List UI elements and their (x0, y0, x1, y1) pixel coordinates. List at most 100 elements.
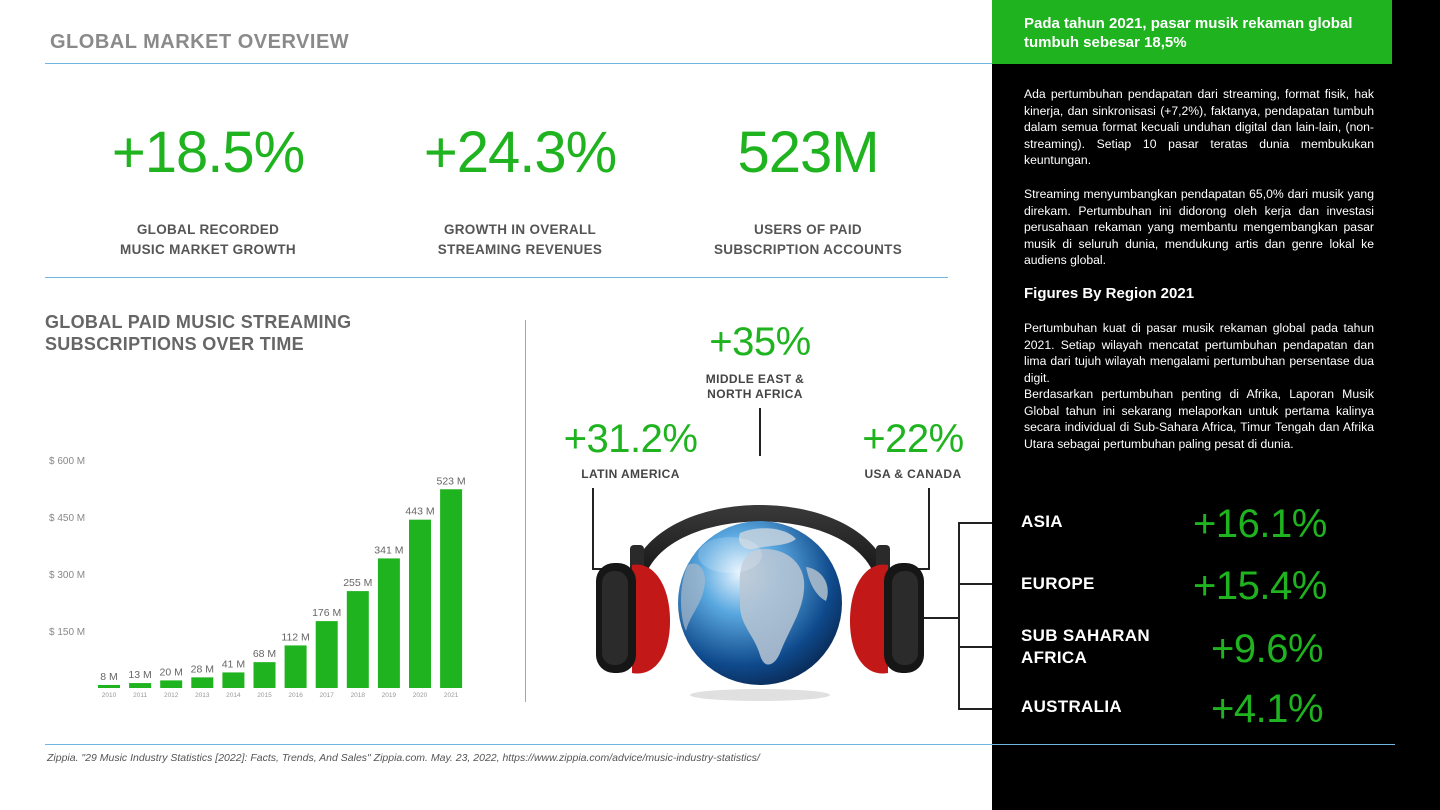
subscriptions-bar-chart: $ 150 M $ 300 M $ 450 M $ 600 M 8 M 2010 13 M 2… (49, 456, 466, 699)
bar-value-label: 68 M (253, 648, 276, 660)
bar-value-label: 13 M (128, 669, 151, 681)
connector-mena (759, 408, 761, 456)
stat-market-growth: +18.5% GLOBAL RECORDED MUSIC MARKET GROW… (58, 124, 358, 260)
x-tick-label: 2017 (319, 692, 334, 699)
sidebar-paragraph: Pertumbuhan kuat di pasar musik rekaman … (1024, 321, 1374, 385)
sidebar-paragraph: Ada pertumbuhan pendapatan dari streamin… (1024, 87, 1374, 168)
bar-value-label: 28 M (191, 663, 214, 675)
region-list-label: SUB SAHARAN AFRICA (1021, 625, 1150, 669)
stat-value: 523M (737, 120, 879, 185)
region-list-label-line: AFRICA (1021, 648, 1088, 667)
y-tick-label: $ 150 M (49, 627, 85, 638)
header-divider (45, 63, 1395, 64)
cushion-right (850, 564, 888, 674)
bar (160, 680, 183, 688)
x-tick-label: 2021 (444, 692, 459, 699)
globe-highlight (698, 537, 762, 573)
connector-right-h (902, 617, 960, 619)
x-tick-label: 2013 (195, 692, 210, 699)
bar (191, 677, 214, 688)
chart-title-line: GLOBAL PAID MUSIC STREAMING (45, 312, 352, 332)
region-label-line: NORTH AFRICA (707, 387, 803, 401)
footer-divider (45, 744, 1395, 745)
y-tick-label: $ 450 M (49, 513, 85, 524)
y-tick-label: $ 600 M (49, 456, 85, 467)
region-list-value: +4.1% (1211, 687, 1324, 731)
headphones-globe-icon (596, 505, 924, 701)
bar-value-label: 8 M (100, 671, 118, 683)
bar-value-label: 255 M (343, 577, 372, 589)
bar-value-label: 20 M (160, 666, 183, 678)
region-list-value: +16.1% (1193, 502, 1327, 546)
bar-value-label: 341 M (374, 544, 403, 556)
stat-label-line: GLOBAL RECORDED (136, 222, 280, 237)
x-tick-label: 2018 (351, 692, 366, 699)
region-list-label-line: SUB SAHARAN (1021, 626, 1150, 645)
section-divider (525, 320, 526, 702)
region-label: LATIN AMERICA (581, 467, 680, 481)
region-list-value: +15.4% (1193, 564, 1327, 608)
sidebar-highlight: Pada tahun 2021, pasar musik rekaman glo… (992, 0, 1392, 64)
stat-label: GROWTH IN OVERALL STREAMING REVENUES (370, 220, 670, 260)
region-value: +31.2% (563, 417, 698, 461)
bracket-tick-4 (958, 708, 992, 710)
x-tick-label: 2016 (288, 692, 303, 699)
cushion-left (632, 564, 670, 674)
bracket-tick-3 (958, 646, 992, 648)
globe-shadow (690, 689, 830, 701)
bar-value-label: 443 M (405, 506, 434, 518)
region-value: +22% (862, 417, 964, 461)
region-list-value: +9.6% (1211, 627, 1324, 671)
bar-value-label: 41 M (222, 658, 245, 670)
x-tick-label: 2019 (382, 692, 397, 699)
region-latam: +31.2% LATIN AMERICA (553, 419, 708, 482)
region-value: +35% (709, 320, 811, 364)
bar (98, 684, 120, 688)
stats-divider (45, 277, 948, 278)
continent-americas (681, 563, 706, 631)
continent-africa (739, 548, 805, 665)
stat-value: +18.5% (111, 120, 305, 185)
stat-label: USERS OF PAID SUBSCRIPTION ACCOUNTS (658, 220, 958, 260)
region-mena: +35% MIDDLE EAST & NORTH AFRICA (690, 322, 830, 402)
chart-title: GLOBAL PAID MUSIC STREAMING SUBSCRIPTION… (45, 311, 465, 355)
bar (346, 591, 369, 688)
region-list-label: AUSTRALIA (1021, 697, 1122, 716)
bar (129, 683, 152, 688)
headband (628, 505, 892, 595)
bar-value-label: 523 M (437, 475, 466, 487)
bar (253, 662, 276, 688)
stat-label-line: SUBSCRIPTION ACCOUNTS (713, 242, 903, 257)
x-tick-label: 2020 (413, 692, 428, 699)
bracket-v (958, 522, 960, 710)
sidebar: Pada tahun 2021, pasar musik rekaman glo… (992, 0, 1440, 810)
stat-label-line: MUSIC MARKET GROWTH (120, 242, 296, 257)
x-tick-label: 2014 (226, 692, 241, 699)
sidebar-paragraph: Streaming menyumbangkan pendapatan 65,0%… (1024, 187, 1374, 268)
chart-title-line: SUBSCRIPTIONS OVER TIME (45, 334, 304, 354)
page-title: GLOBAL MARKET OVERVIEW (50, 31, 350, 53)
x-tick-label: 2011 (133, 692, 147, 699)
continent-europe (738, 528, 796, 550)
earcup-left-rim (602, 571, 628, 665)
stat-label: GLOBAL RECORDED MUSIC MARKET GROWTH (58, 220, 358, 260)
sidebar-subheading: Figures By Region 2021 (1024, 285, 1195, 302)
stat-label-line: GROWTH IN OVERALL (443, 222, 597, 237)
region-label-line: MIDDLE EAST & (705, 372, 805, 386)
region-list-label: ASIA (1021, 512, 1063, 531)
x-tick-label: 2010 (102, 692, 117, 699)
source-citation: Zippia. "29 Music Industry Statistics [2… (47, 752, 760, 764)
region-usca: +22% USA & CANADA (848, 419, 978, 482)
stat-streaming-growth: +24.3% GROWTH IN OVERALL STREAMING REVEN… (370, 124, 670, 260)
connector-latam-v (592, 488, 594, 570)
connector-usca-v (928, 488, 930, 570)
bracket-tick-1 (958, 522, 992, 524)
bar (409, 519, 431, 688)
bracket-tick-2 (958, 583, 992, 585)
bar (377, 558, 400, 688)
x-tick-label: 2015 (257, 692, 272, 699)
region-list-label: EUROPE (1021, 574, 1095, 593)
bar (284, 645, 307, 688)
x-tick-label: 2012 (164, 692, 179, 699)
bar-value-label: 176 M (312, 607, 341, 619)
